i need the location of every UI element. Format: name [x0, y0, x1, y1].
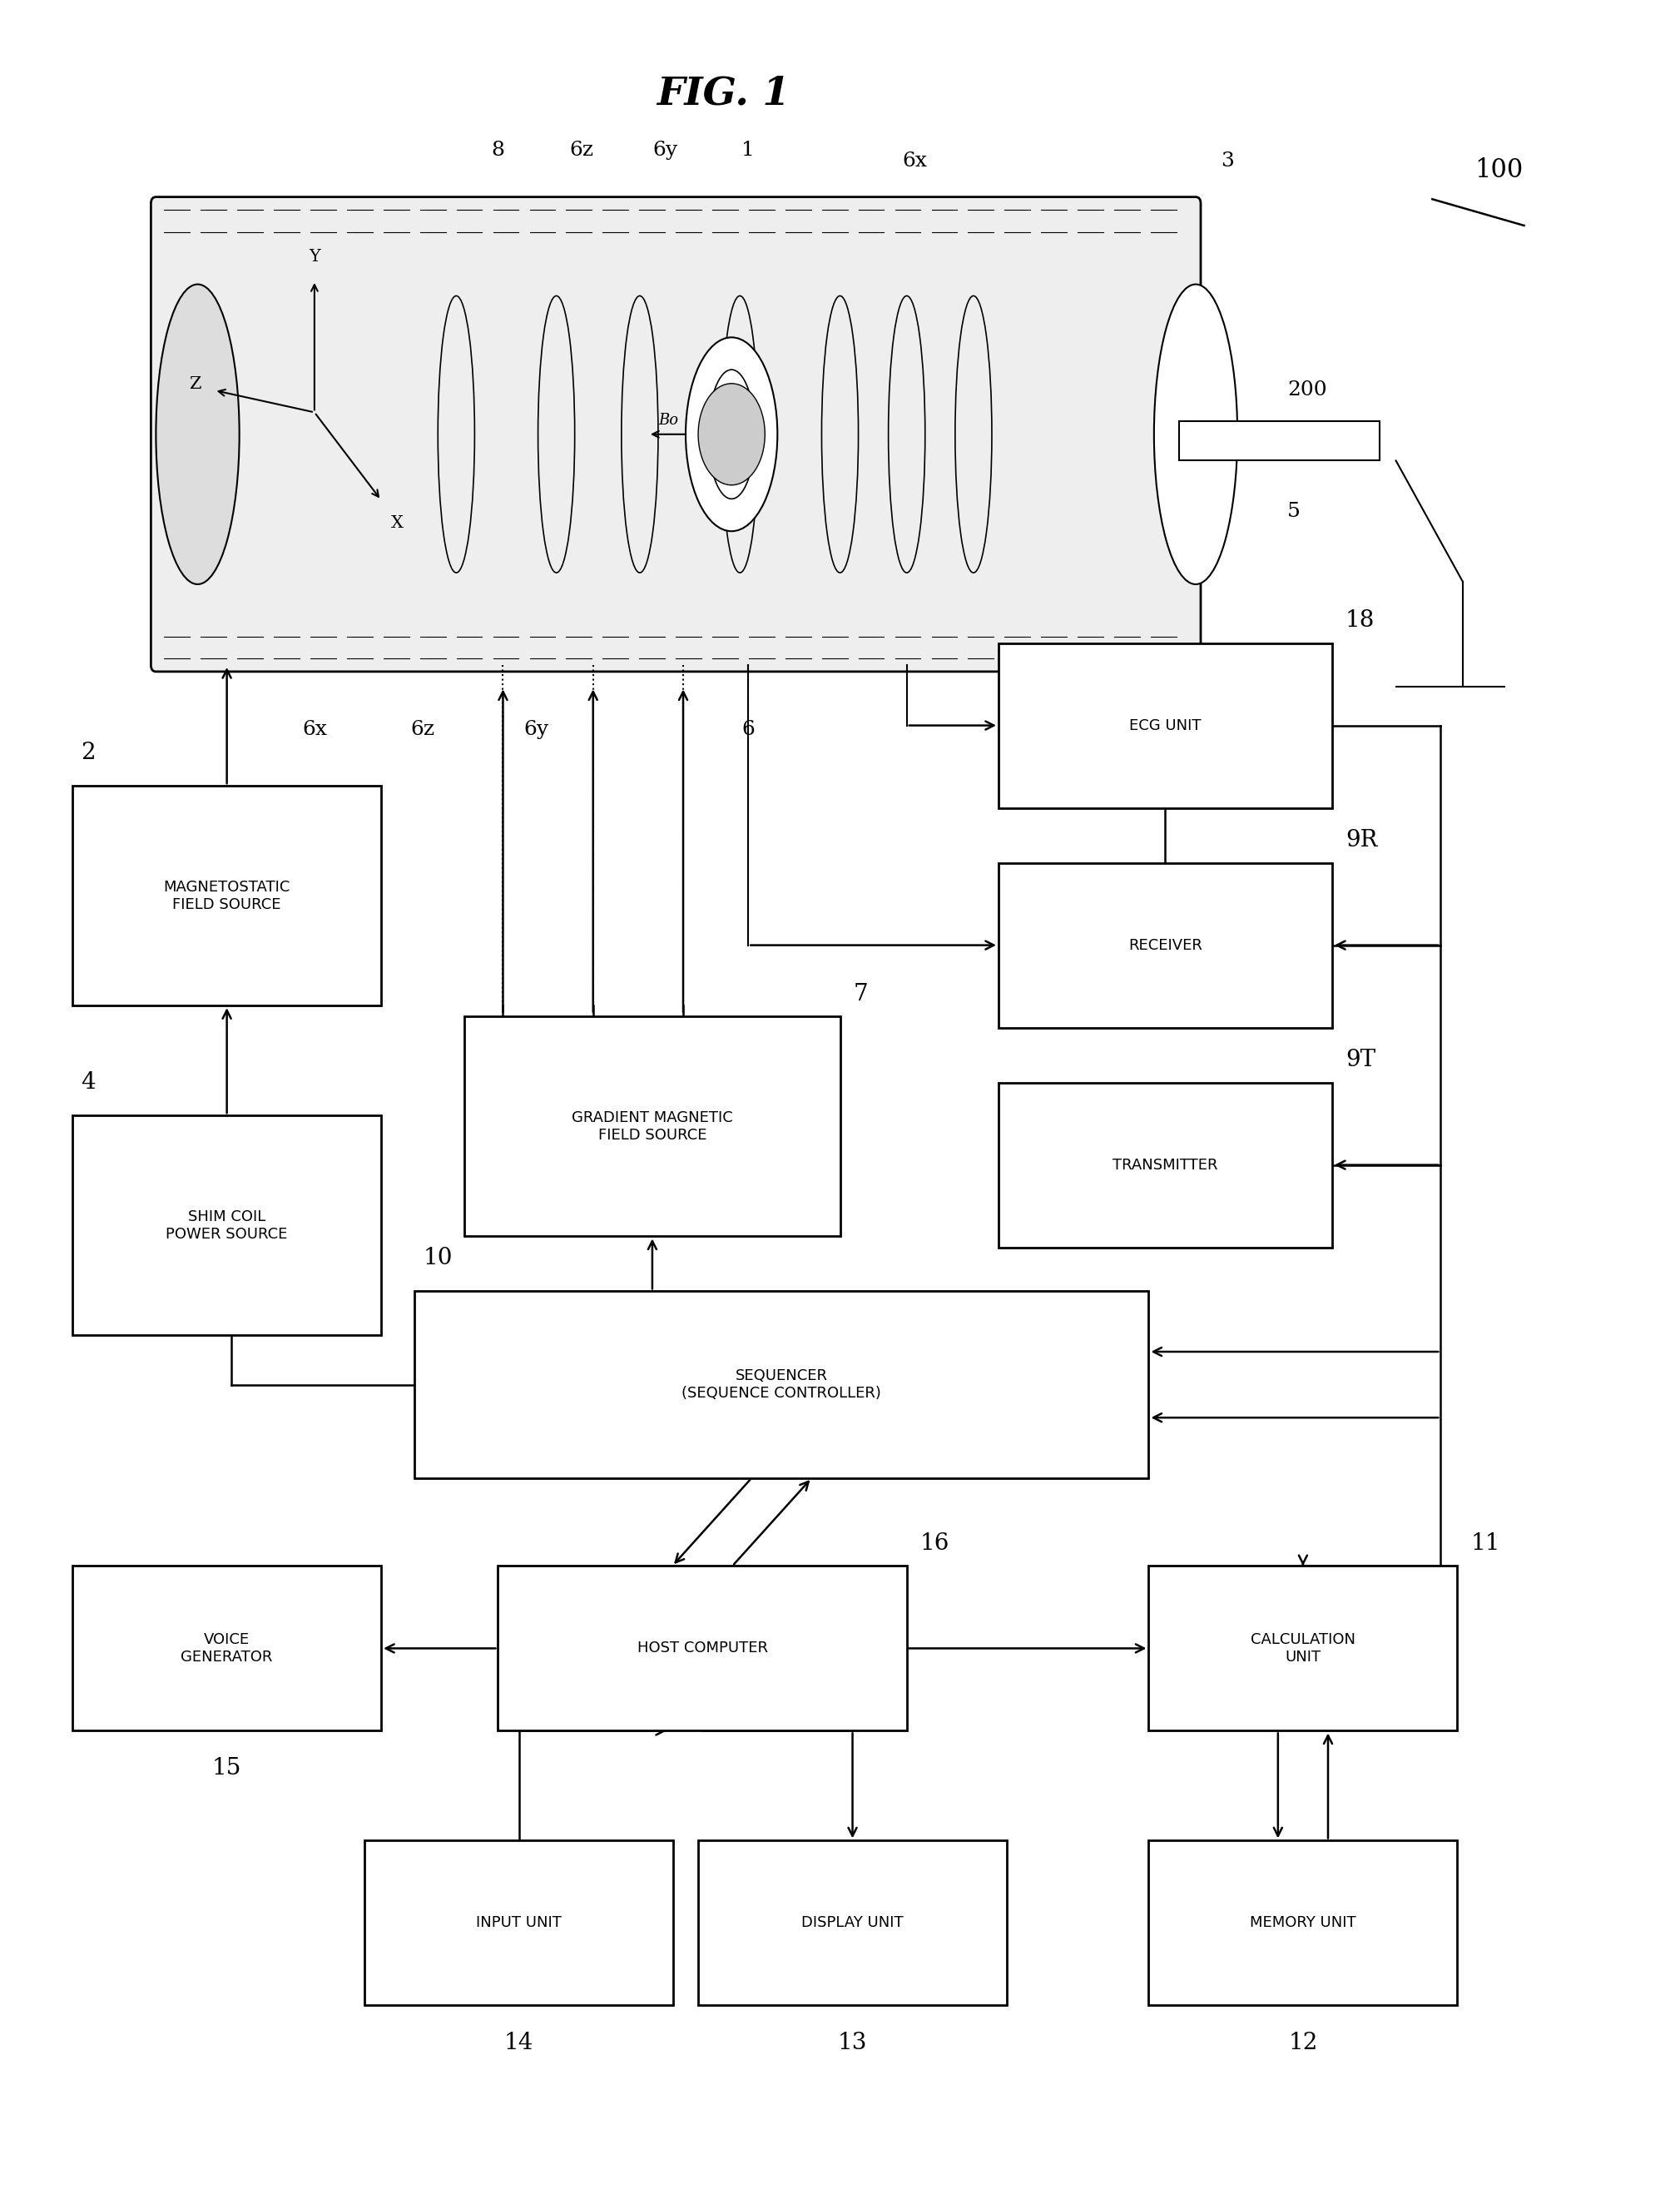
Text: 12: 12 — [1289, 2032, 1317, 2054]
Text: DISPLAY UNIT: DISPLAY UNIT — [801, 1915, 904, 1931]
Bar — [365, 1840, 674, 2006]
Text: 14: 14 — [504, 2032, 534, 2054]
Ellipse shape — [709, 369, 754, 499]
Bar — [998, 1082, 1332, 1248]
Text: 200: 200 — [1287, 380, 1327, 400]
Text: 6z: 6z — [412, 720, 435, 740]
Text: 13: 13 — [838, 2032, 867, 2054]
Bar — [415, 1292, 1149, 1478]
Text: 5: 5 — [1287, 501, 1300, 521]
Text: 6x: 6x — [902, 152, 927, 170]
Bar — [1149, 1566, 1457, 1732]
Text: 7: 7 — [853, 983, 869, 1005]
Bar — [998, 643, 1332, 808]
Text: ECG UNIT: ECG UNIT — [1129, 718, 1201, 733]
Ellipse shape — [156, 285, 239, 583]
Bar — [1179, 422, 1379, 462]
Text: 1: 1 — [741, 141, 754, 159]
Bar — [72, 786, 381, 1005]
Ellipse shape — [699, 384, 764, 486]
Text: 6: 6 — [741, 720, 754, 740]
Text: 2: 2 — [81, 742, 96, 764]
Text: Z: Z — [188, 376, 202, 391]
Bar — [699, 1840, 1006, 2006]
Text: FIG. 1: FIG. 1 — [657, 75, 790, 113]
Text: SHIM COIL
POWER SOURCE: SHIM COIL POWER SOURCE — [166, 1208, 287, 1241]
Text: CALCULATION
UNIT: CALCULATION UNIT — [1250, 1632, 1356, 1666]
Text: Y: Y — [309, 250, 321, 265]
Text: GRADIENT MAGNETIC
FIELD SOURCE: GRADIENT MAGNETIC FIELD SOURCE — [571, 1111, 732, 1142]
Text: 6x: 6x — [302, 720, 328, 740]
Text: 6y: 6y — [524, 720, 549, 740]
Text: Bo: Bo — [659, 413, 679, 429]
Text: RECEIVER: RECEIVER — [1129, 937, 1203, 952]
Text: MAGNETOSTATIC
FIELD SOURCE: MAGNETOSTATIC FIELD SOURCE — [163, 879, 291, 912]
Bar — [1149, 1840, 1457, 2006]
Text: 10: 10 — [423, 1246, 452, 1270]
Text: 11: 11 — [1470, 1533, 1500, 1555]
Bar — [465, 1016, 840, 1237]
Text: 16: 16 — [921, 1533, 949, 1555]
Text: 15: 15 — [212, 1756, 242, 1780]
Text: 9R: 9R — [1346, 828, 1378, 853]
Text: X: X — [391, 515, 403, 532]
Text: INPUT UNIT: INPUT UNIT — [475, 1915, 561, 1931]
Text: 6y: 6y — [652, 141, 677, 159]
Text: 100: 100 — [1475, 157, 1524, 183]
Bar — [998, 864, 1332, 1027]
Bar — [72, 1566, 381, 1732]
Text: MEMORY UNIT: MEMORY UNIT — [1250, 1915, 1356, 1931]
Ellipse shape — [1154, 285, 1238, 583]
Text: HOST COMPUTER: HOST COMPUTER — [637, 1641, 768, 1657]
Text: VOICE
GENERATOR: VOICE GENERATOR — [181, 1632, 272, 1666]
Text: 8: 8 — [491, 141, 504, 159]
Text: 4: 4 — [81, 1071, 96, 1093]
Bar — [497, 1566, 907, 1732]
Text: TRANSMITTER: TRANSMITTER — [1112, 1158, 1218, 1173]
Text: 9T: 9T — [1346, 1049, 1376, 1071]
Bar — [72, 1116, 381, 1334]
Text: SEQUENCER
(SEQUENCE CONTROLLER): SEQUENCER (SEQUENCE CONTROLLER) — [682, 1370, 882, 1401]
Ellipse shape — [685, 338, 778, 530]
Text: 3: 3 — [1221, 152, 1233, 170]
Text: 18: 18 — [1346, 610, 1374, 632]
Text: 6z: 6z — [570, 141, 593, 159]
FancyBboxPatch shape — [151, 197, 1201, 672]
